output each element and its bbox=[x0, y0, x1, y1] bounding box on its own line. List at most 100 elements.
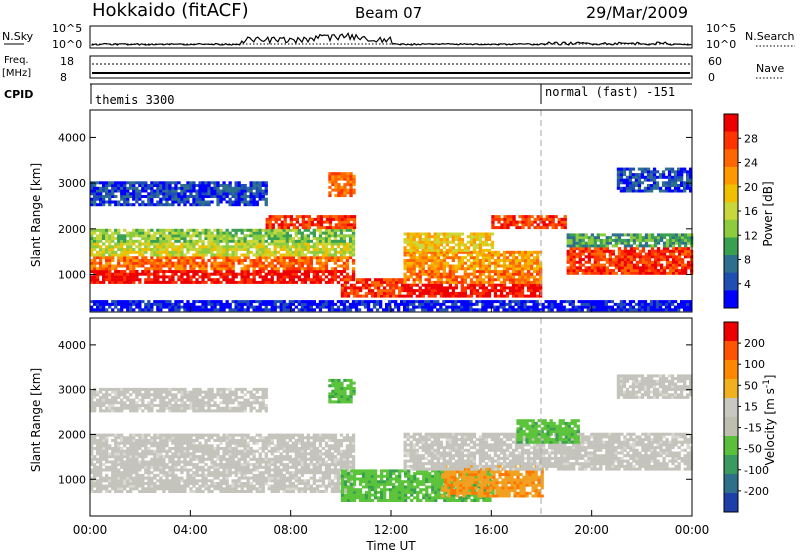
data-cell bbox=[144, 460, 148, 464]
data-cell bbox=[403, 253, 407, 257]
data-cell bbox=[536, 272, 540, 276]
data-cell bbox=[665, 255, 670, 259]
data-cell bbox=[204, 237, 208, 240]
data-cell bbox=[126, 479, 130, 483]
data-cell bbox=[147, 197, 151, 201]
data-cell bbox=[330, 231, 335, 235]
data-cell bbox=[380, 291, 384, 295]
data-cell bbox=[288, 302, 292, 306]
data-cell bbox=[243, 200, 247, 204]
data-cell bbox=[93, 253, 97, 257]
data-cell bbox=[575, 241, 579, 245]
data-cell bbox=[689, 305, 693, 309]
data-cell bbox=[511, 291, 516, 295]
data-cell bbox=[478, 253, 483, 257]
data-cell bbox=[159, 253, 163, 257]
data-cell bbox=[219, 264, 223, 268]
data-cell bbox=[240, 253, 244, 257]
data-cell bbox=[99, 305, 103, 309]
data-cell bbox=[668, 269, 673, 272]
data-cell bbox=[622, 181, 627, 185]
data-cell bbox=[325, 215, 330, 219]
data-cell bbox=[252, 186, 256, 190]
data-cell bbox=[670, 167, 675, 171]
data-cell bbox=[129, 455, 133, 459]
data-cell bbox=[102, 439, 106, 442]
data-cell bbox=[502, 261, 507, 265]
data-cell bbox=[330, 228, 335, 232]
data-cell bbox=[454, 264, 458, 268]
data-cell bbox=[192, 228, 196, 232]
data-cell bbox=[352, 180, 356, 184]
data-cell bbox=[306, 272, 310, 276]
data-cell bbox=[90, 468, 94, 472]
data-cell bbox=[352, 188, 356, 192]
data-cell bbox=[246, 256, 250, 260]
data-cell bbox=[684, 249, 688, 253]
data-cell bbox=[90, 275, 94, 279]
data-cell bbox=[469, 250, 474, 254]
nsky-trace bbox=[91, 31, 692, 46]
data-cell bbox=[601, 302, 605, 306]
data-cell bbox=[207, 184, 211, 187]
data-cell bbox=[198, 203, 202, 207]
data-cell bbox=[463, 294, 467, 298]
data-cell bbox=[147, 242, 151, 246]
data-cell bbox=[261, 242, 265, 246]
data-cell bbox=[180, 264, 184, 268]
data-cell bbox=[321, 231, 326, 235]
data-cell bbox=[638, 271, 643, 275]
data-cell bbox=[231, 203, 235, 207]
data-cell bbox=[590, 266, 594, 270]
data-cell bbox=[258, 189, 262, 193]
data-cell bbox=[349, 283, 354, 287]
data-cell bbox=[689, 178, 693, 182]
data-cell bbox=[111, 256, 115, 260]
data-cell bbox=[602, 263, 606, 267]
data-cell bbox=[451, 232, 455, 236]
data-cell bbox=[623, 255, 628, 259]
data-cell bbox=[105, 473, 109, 477]
data-cell bbox=[198, 267, 202, 271]
data-cell bbox=[545, 226, 549, 230]
data-cell bbox=[105, 259, 109, 262]
data-cell bbox=[180, 197, 184, 201]
data-cell bbox=[671, 255, 676, 259]
data-cell bbox=[472, 250, 477, 254]
data-cell bbox=[520, 302, 524, 306]
data-cell bbox=[90, 184, 94, 187]
data-cell bbox=[183, 280, 187, 284]
data-cell bbox=[186, 200, 190, 204]
data-cell bbox=[395, 280, 399, 284]
data-cell bbox=[505, 286, 510, 290]
data-cell bbox=[291, 270, 295, 273]
data-cell bbox=[509, 215, 513, 219]
data-cell bbox=[339, 302, 344, 306]
data-cell bbox=[321, 242, 326, 246]
data-cell bbox=[632, 238, 637, 242]
data-cell bbox=[207, 234, 211, 238]
data-cell bbox=[201, 275, 205, 279]
data-cell bbox=[243, 242, 247, 246]
data-cell bbox=[490, 253, 495, 257]
data-cell bbox=[264, 192, 268, 196]
data-cell bbox=[309, 300, 313, 304]
data-cell bbox=[258, 195, 262, 198]
data-cell bbox=[255, 237, 259, 240]
data-cell bbox=[395, 294, 399, 298]
data-cell bbox=[162, 239, 166, 243]
cpid-strip: CPID themis 3300 normal (fast) -151 bbox=[4, 83, 692, 107]
data-cell bbox=[634, 175, 639, 179]
data-cell bbox=[147, 272, 151, 276]
data-cell bbox=[111, 302, 115, 306]
data-cell bbox=[487, 294, 492, 298]
data-cell bbox=[171, 256, 175, 260]
data-cell bbox=[511, 250, 516, 254]
data-cell bbox=[273, 239, 277, 243]
data-cell bbox=[258, 248, 262, 251]
data-cell bbox=[138, 455, 142, 459]
data-cell bbox=[346, 174, 350, 178]
data-cell bbox=[566, 269, 570, 272]
data-cell bbox=[304, 223, 308, 227]
data-cell bbox=[336, 275, 341, 279]
